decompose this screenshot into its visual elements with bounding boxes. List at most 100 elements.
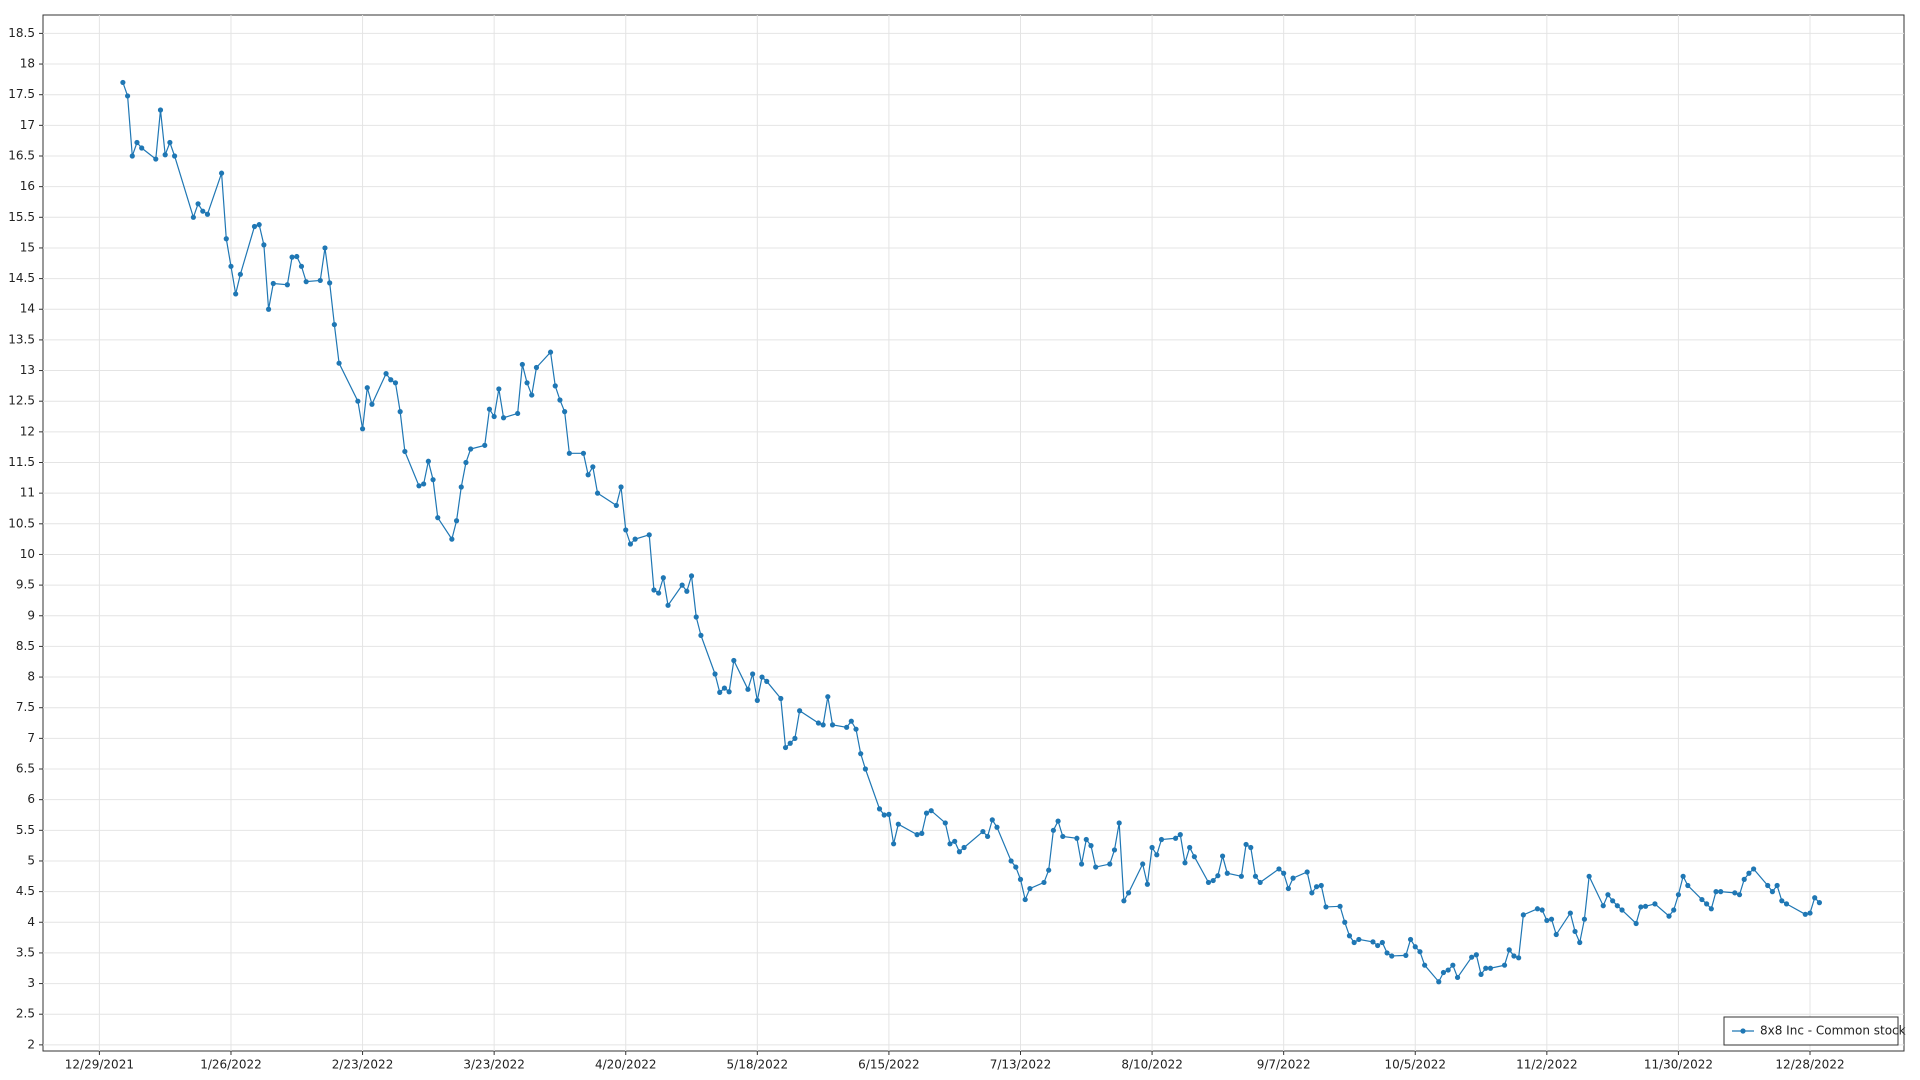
data-point [1149,844,1155,851]
x-tick-label: 9/7/2022 [1257,1058,1311,1072]
data-point [1375,942,1381,949]
data-point [820,722,826,728]
data-point [1318,882,1324,889]
data-point [980,828,986,835]
data-point [1783,901,1790,907]
data-point [1713,889,1719,895]
data-point [1802,911,1808,917]
data-point [139,145,145,151]
data-point [529,392,535,398]
data-point [1586,873,1592,879]
data-point [552,383,558,389]
data-point [825,694,831,700]
data-point [815,720,822,726]
data-point [251,223,258,230]
data-point [1544,917,1550,924]
y-tick-label: 4.5 [16,884,35,898]
y-tick-label: 5 [27,853,35,867]
y-tick-label: 16 [20,179,35,193]
data-point [491,413,497,420]
data-point [298,263,305,269]
data-point [947,841,953,847]
data-point [1812,895,1818,901]
data-point [778,695,784,702]
data-point [435,515,441,521]
y-tick-label: 11.5 [8,455,35,469]
data-point [421,481,427,487]
data-point [237,271,243,277]
data-point [1520,912,1526,918]
data-point [881,812,887,818]
x-tick-label: 12/29/2021 [65,1058,134,1072]
data-point [679,582,685,588]
data-point [1346,933,1353,939]
data-point [891,841,897,847]
data-point [1699,896,1705,903]
data-point [1572,928,1578,935]
data-point [1078,861,1085,867]
data-point [1708,906,1714,912]
data-point [1337,903,1343,909]
x-tick-label: 11/2/2022 [1516,1058,1578,1072]
data-point [1638,904,1644,910]
data-point [1323,904,1329,910]
data-point [914,832,920,838]
data-point [327,280,333,286]
y-tick-label: 17.5 [8,87,35,101]
data-point [712,671,718,677]
data-point [646,532,652,538]
data-point [1450,962,1456,968]
data-point [1506,947,1512,953]
data-point [482,442,488,448]
data-point [1215,873,1221,879]
data-point [580,450,587,456]
data-point [613,502,619,509]
x-tick-label: 5/18/2022 [727,1058,789,1072]
data-point [1121,898,1127,904]
x-tick-label: 7/13/2022 [990,1058,1052,1072]
data-point [533,364,540,371]
data-point [1125,890,1132,896]
data-point [218,170,225,176]
data-point [1158,836,1165,843]
data-point [1718,889,1724,895]
legend-marker [1740,1028,1746,1034]
data-point [256,222,262,228]
plot-area [42,14,1905,1052]
data-point [698,632,704,638]
y-tick-label: 10 [20,547,35,561]
data-point [515,410,521,417]
data-point [547,349,554,355]
data-point [1191,854,1197,860]
data-point [1356,936,1362,943]
data-point [157,107,164,113]
x-tick-label: 3/23/2022 [463,1058,525,1072]
data-point [1516,955,1522,961]
y-tick-label: 18 [20,57,35,71]
y-tick-label: 13.5 [8,332,35,346]
data-point [1154,852,1160,858]
y-tick-label: 3.5 [16,945,35,959]
data-point [858,751,864,757]
data-point [717,689,723,695]
data-point [355,398,361,404]
data-point [1487,965,1494,971]
data-point [1111,847,1118,853]
data-point [1553,931,1559,938]
data-point [397,409,403,415]
data-point [1807,910,1813,916]
data-point [430,477,436,483]
x-tick-label: 11/30/2022 [1644,1058,1713,1072]
data-point [923,810,930,816]
data-point [989,817,995,823]
data-point [754,697,760,703]
data-point [1685,882,1691,889]
y-tick-label: 9 [27,608,35,622]
y-tick-label: 6.5 [16,762,35,776]
data-point [585,472,591,478]
data-point [265,306,272,312]
y-tick-label: 12.5 [8,394,35,408]
data-point [1403,952,1409,958]
data-point [270,280,276,287]
data-point [1675,892,1682,898]
